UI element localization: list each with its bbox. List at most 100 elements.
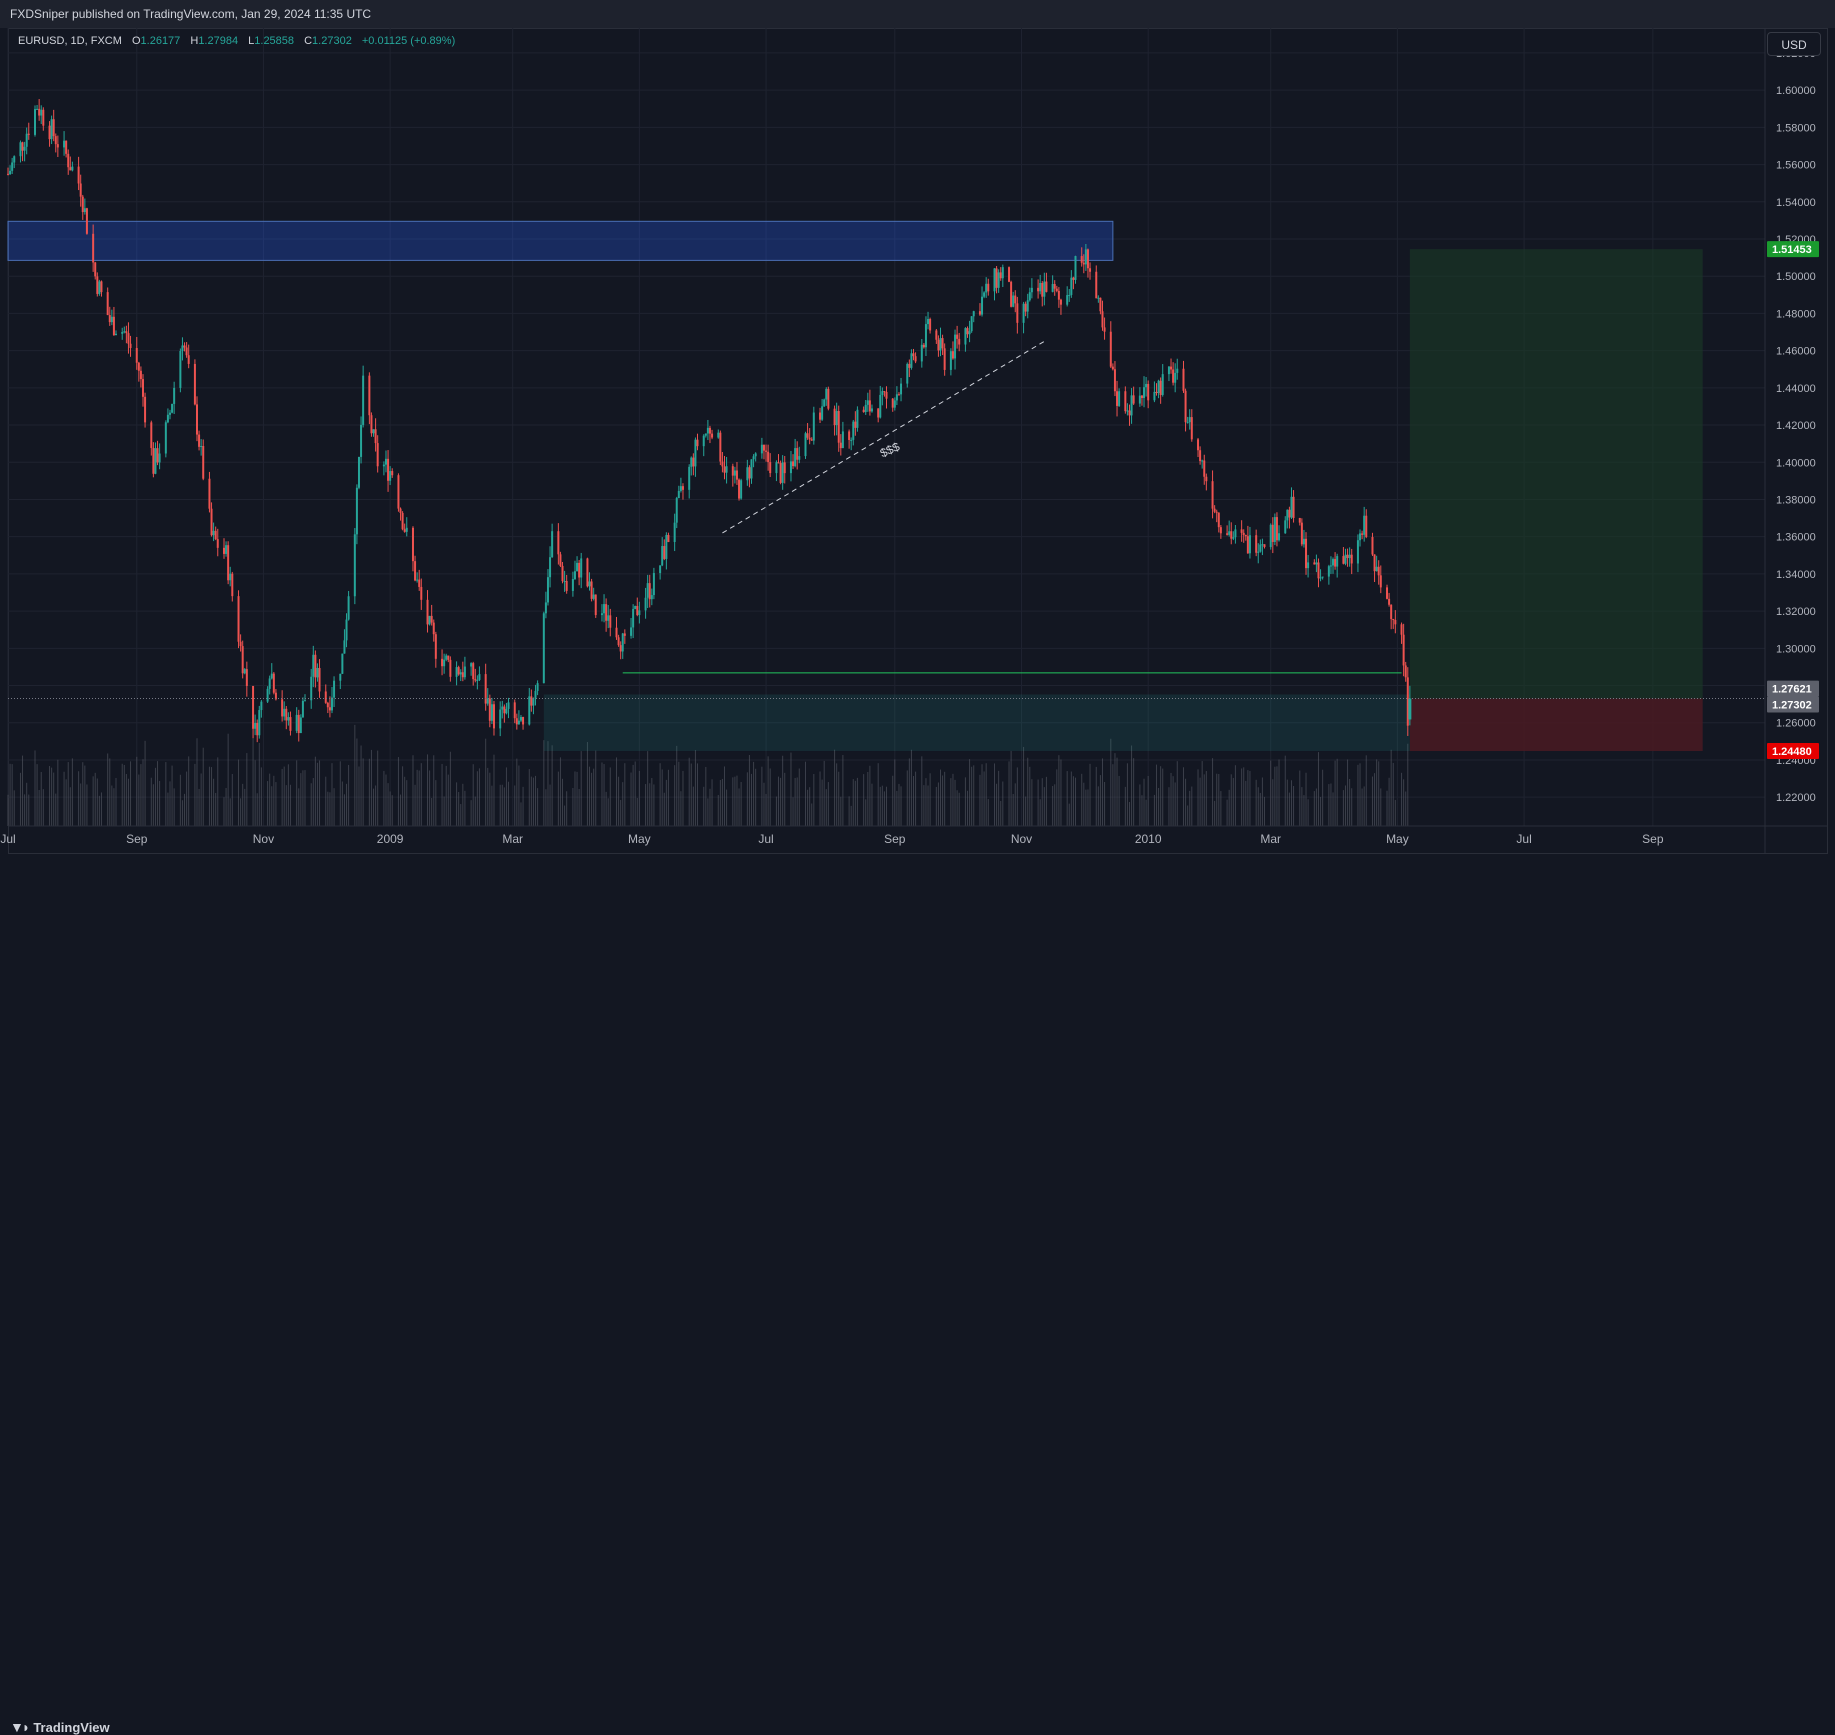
candle-body	[912, 353, 915, 357]
volume-bar	[867, 772, 869, 826]
candle-body	[324, 691, 327, 703]
volume-bar	[1029, 766, 1031, 826]
volume-bar	[821, 779, 823, 826]
candle-body	[268, 678, 271, 689]
volume-bar	[782, 755, 784, 826]
volume-bar	[1160, 766, 1162, 826]
candle-body	[1132, 395, 1135, 404]
candle-body	[997, 272, 1000, 288]
volume-bar	[82, 762, 84, 826]
candle-body	[1361, 533, 1364, 535]
volume-bar	[1232, 777, 1234, 826]
volume-bar	[1274, 766, 1276, 826]
candle-body	[1255, 535, 1258, 553]
volume-bar	[790, 752, 792, 826]
volume-bar	[127, 778, 129, 826]
volume-bar	[281, 768, 283, 826]
volume-bar	[1023, 746, 1025, 826]
candle-body	[621, 633, 624, 652]
volume-bar	[676, 745, 678, 826]
candle-body	[227, 545, 230, 581]
candle-body	[183, 345, 186, 348]
tradingview-logo[interactable]: ▼◗ TradingView	[10, 1719, 110, 1735]
candle-body	[794, 448, 797, 467]
volume-bar	[927, 785, 929, 826]
volume-bar	[956, 790, 958, 826]
candle-body	[515, 718, 518, 725]
candle-body	[387, 458, 390, 481]
candle-body	[1174, 372, 1177, 383]
candle-body	[52, 119, 55, 137]
candle-body	[341, 653, 344, 674]
volume-bar	[827, 782, 829, 826]
volume-bar	[734, 776, 736, 826]
candle-body	[808, 437, 811, 440]
candle-body	[1041, 282, 1044, 297]
currency-button[interactable]: USD	[1767, 32, 1821, 56]
candle-body	[81, 196, 84, 213]
candle-body	[486, 698, 489, 704]
volume-bar	[229, 798, 231, 826]
candle-body	[40, 109, 43, 116]
volume-bar	[896, 790, 898, 826]
candle-body	[376, 443, 379, 467]
volume-bar	[136, 756, 138, 826]
y-tick-label: 1.48000	[1776, 308, 1816, 320]
candle-body	[488, 698, 491, 721]
volume-bar	[1043, 787, 1045, 826]
volume-bar	[215, 792, 217, 826]
candle-body	[740, 480, 743, 499]
legend-symbol: EURUSD, 1D, FXCM	[18, 35, 122, 47]
candle-body	[754, 453, 757, 457]
price-chart[interactable]: $$$ 1.220001.240001.260001.280001.300001…	[0, 0, 1835, 888]
volume-bar	[952, 773, 954, 826]
candle-body	[272, 673, 275, 693]
volume-bar	[304, 770, 306, 826]
candle-body	[360, 424, 363, 457]
candle-body	[617, 637, 620, 646]
volume-bar	[705, 766, 707, 826]
candle-body	[353, 534, 356, 597]
volume-bar	[1234, 765, 1236, 826]
candle-body	[38, 108, 41, 116]
candle-body	[125, 331, 128, 334]
volume-bar	[647, 751, 649, 826]
candle-body	[1010, 281, 1013, 307]
candle-body	[389, 471, 392, 481]
volume-bar	[1320, 796, 1322, 826]
volume-bar	[1405, 791, 1407, 826]
volume-bar	[680, 791, 682, 826]
volume-bar	[356, 738, 358, 826]
volume-bar	[1332, 792, 1334, 826]
volume-bar	[595, 750, 597, 826]
volume-bar	[979, 774, 981, 826]
candle-body	[1101, 311, 1104, 328]
volume-bar	[1002, 781, 1004, 826]
candle-body	[333, 680, 336, 698]
candle-body	[56, 144, 59, 148]
candle-body	[1371, 537, 1374, 555]
volume-bar	[1334, 760, 1336, 826]
candle-body	[1084, 249, 1087, 265]
volume-bar	[1272, 779, 1274, 826]
candle-body	[864, 404, 867, 413]
volume-bar	[1176, 761, 1178, 826]
volume-bar	[632, 764, 634, 826]
candle-body	[36, 108, 39, 110]
candle-body	[505, 708, 508, 714]
candle-body	[135, 348, 138, 363]
volume-bar	[1187, 805, 1189, 826]
volume-bar	[67, 762, 69, 826]
candle-body	[939, 338, 942, 351]
candle-body	[156, 448, 159, 463]
candles	[7, 99, 1412, 743]
candle-body	[1008, 267, 1011, 282]
candle-body	[229, 573, 232, 581]
candle-body	[1188, 417, 1191, 423]
candle-body	[397, 475, 400, 509]
candle-body	[1386, 587, 1389, 599]
candle-body	[750, 459, 753, 479]
candle-body	[804, 433, 807, 457]
volume-bar	[574, 771, 576, 826]
candle-body	[717, 432, 720, 438]
